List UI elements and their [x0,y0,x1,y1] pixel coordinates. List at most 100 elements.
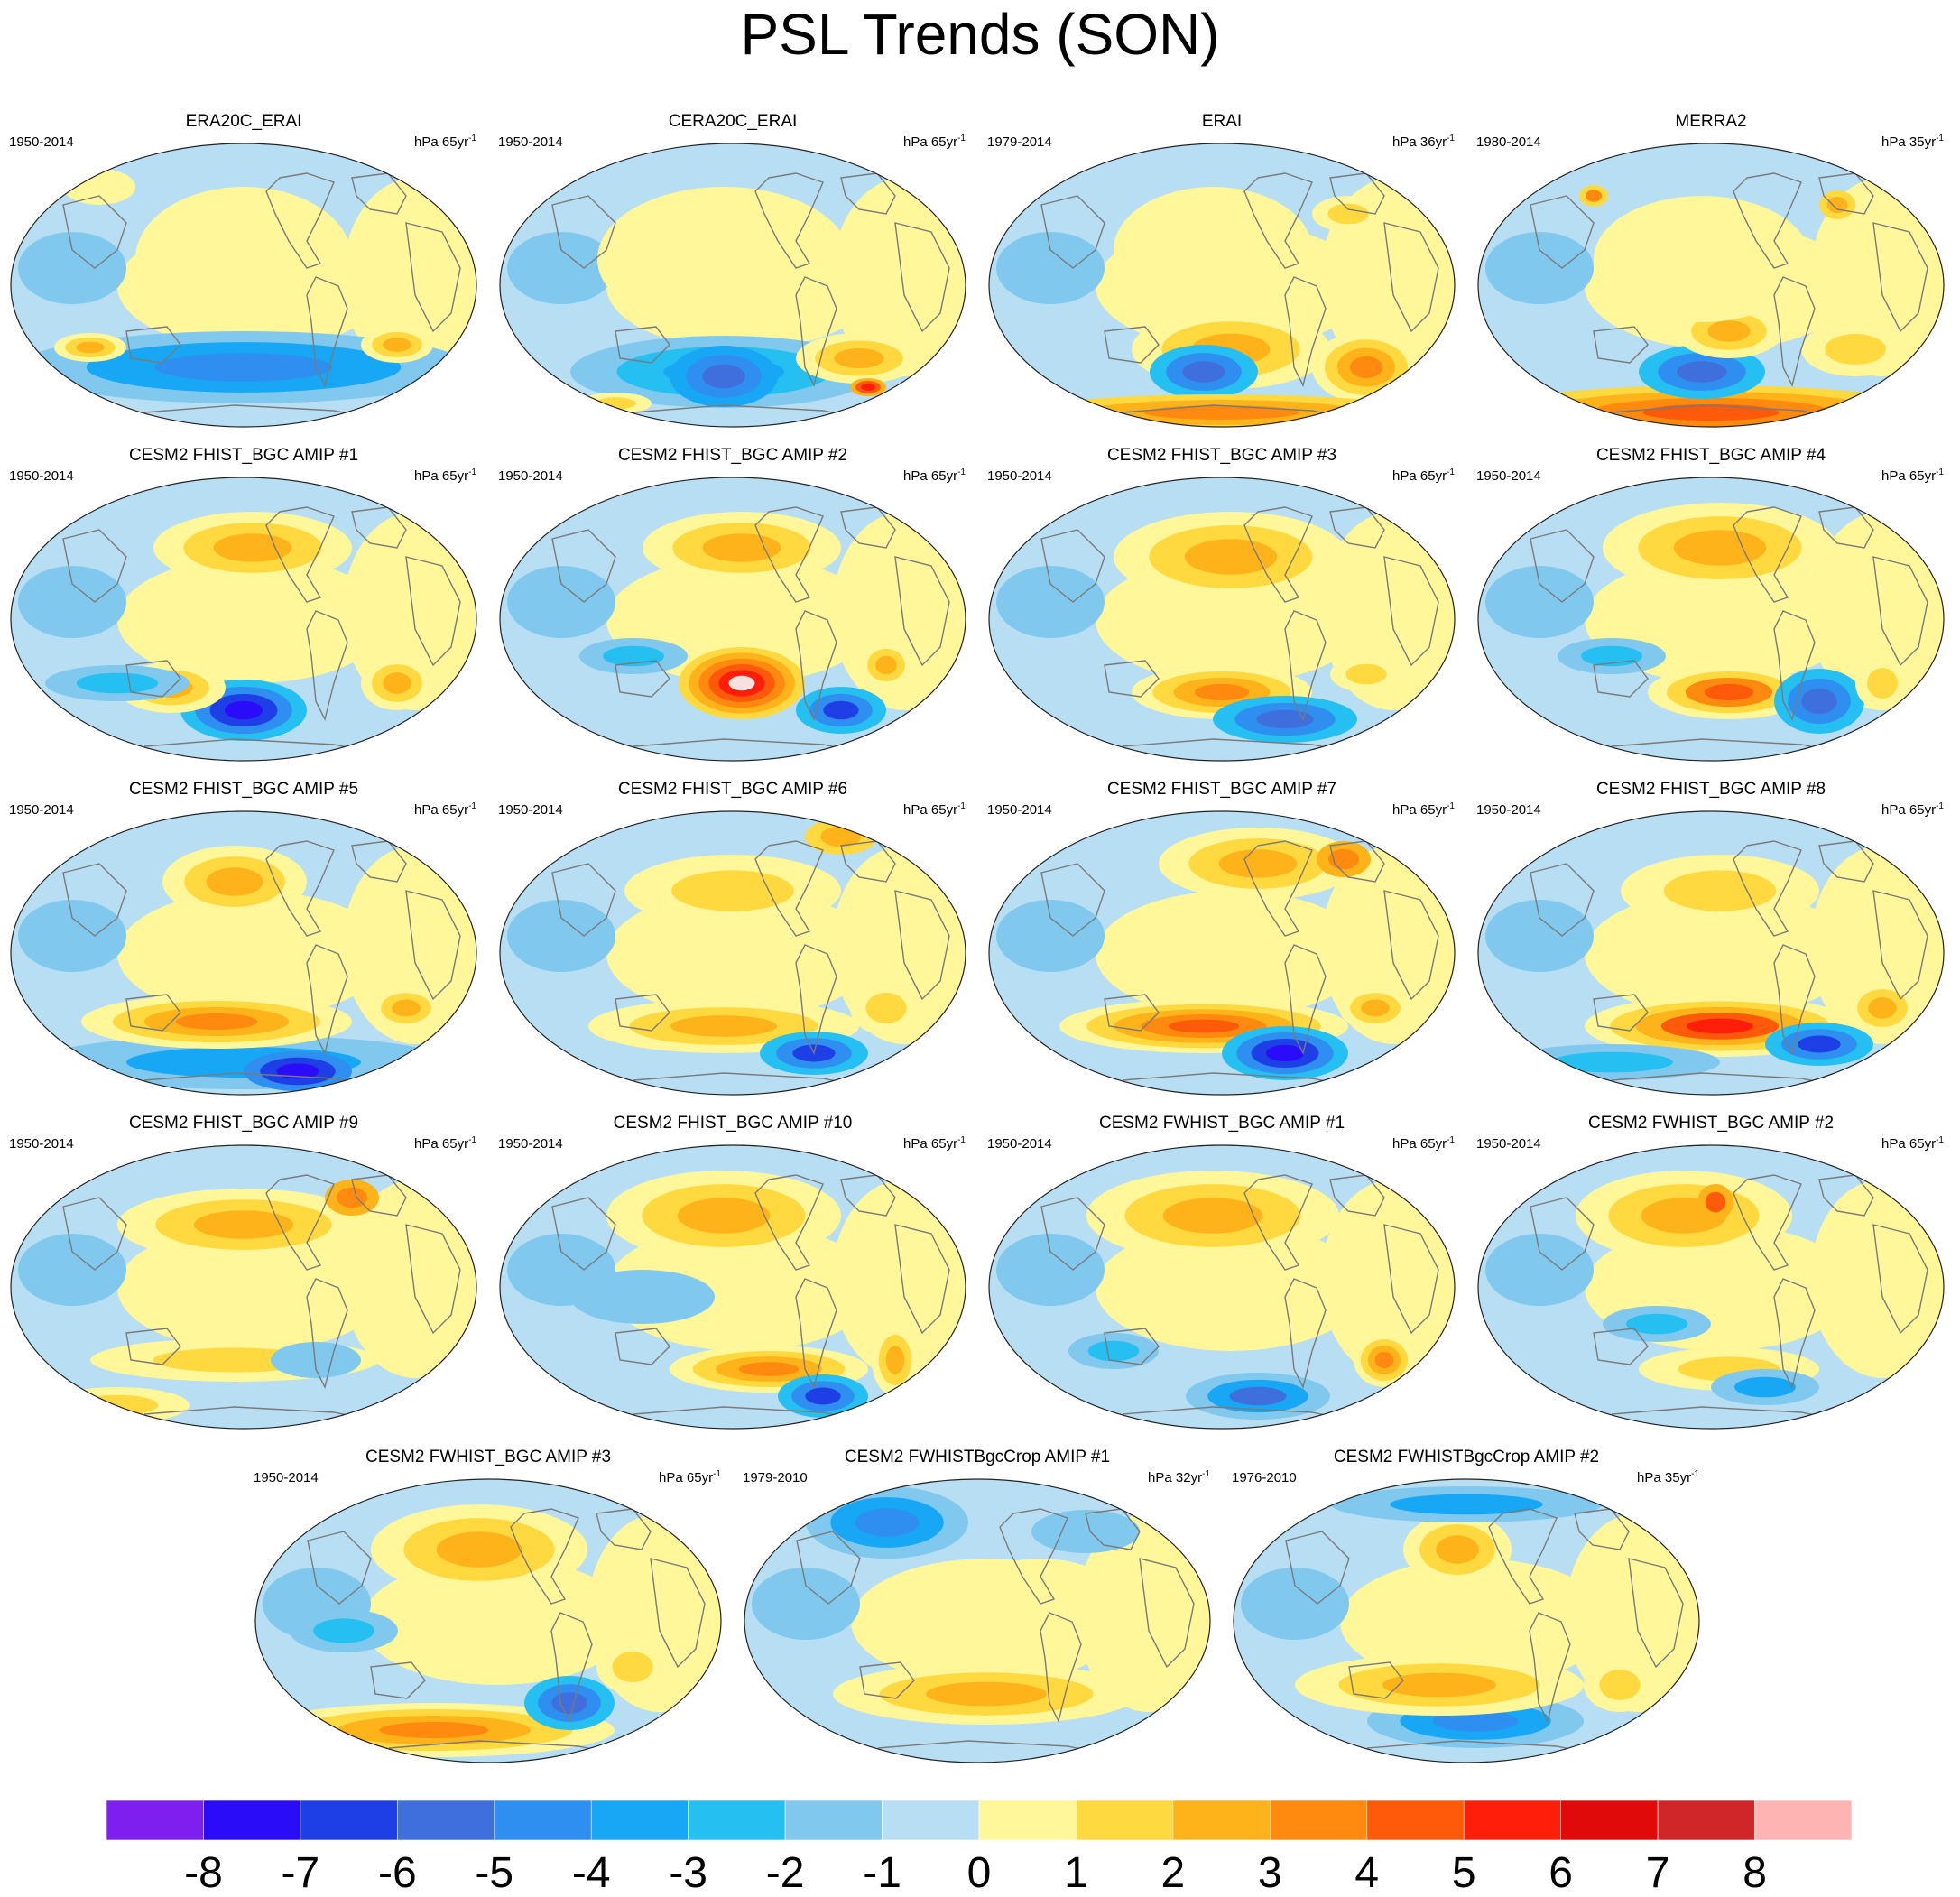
panel-units: hPa 65yr-1 [1392,1133,1455,1152]
panel-title: CESM2 FHIST_BGC AMIP #2 [617,446,848,465]
panel-years: 1950-2014 [498,134,563,150]
colorbar-swatch [590,1800,689,1841]
panel-units: hPa 65yr-1 [414,799,476,819]
map-panel: CESM2 FHIST_BGC AMIP #9 1950-2014 hPa 65yr… [0,1113,487,1438]
colorbar-tick-label: -4 [571,1849,611,1897]
panel-years: 1950-2014 [9,802,74,818]
map-panel: CESM2 FWHISTBgcCrop AMIP #1 1979-2010 hPa … [734,1447,1221,1772]
panel-title: CESM2 FHIST_BGC AMIP #6 [617,780,848,799]
panel-units-text: hPa 65yr [1881,1136,1937,1152]
map-panel: CESM2 FHIST_BGC AMIP #2 1950-2014 hPa 65yr… [489,445,976,770]
panel-units-exponent: -1 [957,801,966,811]
panel-units-exponent: -1 [1447,134,1455,143]
map-panel: CESM2 FHIST_BGC AMIP #6 1950-2014 hPa 65yr… [489,779,976,1104]
panel-units-exponent: -1 [468,801,476,811]
panel-years: 1950-2014 [1476,802,1541,818]
colorbar-swatch [1754,1800,1853,1841]
panel-units-text: hPa 65yr [1392,468,1447,484]
panel-units-exponent: -1 [957,1135,966,1145]
panel-units-exponent: -1 [468,1135,476,1145]
panel-units-text: hPa 65yr [1881,802,1937,818]
figure-title: PSL Trends (SON) [740,2,1220,67]
panel-years: 1976-2010 [1232,1470,1297,1485]
panel-title: CESM2 FWHISTBgcCrop AMIP #2 [1333,1448,1600,1467]
panel-units-exponent: -1 [1447,467,1455,477]
panel-title: CESM2 FHIST_BGC AMIP #5 [128,780,359,799]
colorbar-swatch [688,1800,786,1841]
panel-title: CESM2 FHIST_BGC AMIP #9 [128,1114,359,1133]
colorbar-tick-label: -5 [475,1849,514,1897]
trend-map [988,1144,1456,1430]
panel-years: 1950-2014 [987,802,1052,818]
panel-title: ERAI [1201,112,1243,131]
trend-map [1477,810,1945,1096]
map-panel: ERA20C_ERAI 1950-2014 hPa 65yr-1 [0,111,487,436]
panel-years: 1950-2014 [987,1136,1052,1152]
panel-units-text: hPa 65yr [903,468,958,484]
panel-years: 1950-2014 [254,1470,319,1485]
colorbar-tick-label: -7 [281,1849,320,1897]
colorbar-tick-label: 0 [966,1849,992,1897]
colorbar-tick-label: 3 [1257,1849,1282,1897]
panel-units-text: hPa 65yr [659,1470,714,1485]
colorbar-swatch [203,1800,301,1841]
colorbar-swatch [106,1800,204,1841]
map-panel: CESM2 FHIST_BGC AMIP #1 1950-2014 hPa 65yr… [0,445,487,770]
trend-map [254,1478,722,1763]
map-panel: CESM2 FHIST_BGC AMIP #3 1950-2014 hPa 65yr… [978,445,1465,770]
panel-units-text: hPa 65yr [414,134,469,150]
panel-units-exponent: -1 [1936,134,1944,143]
colorbar-swatch [784,1800,883,1841]
trend-map [988,143,1456,428]
panel-title: CESM2 FWHISTBgcCrop AMIP #1 [844,1448,1111,1467]
panel-title: CESM2 FWHIST_BGC AMIP #3 [365,1448,612,1467]
panel-years: 1950-2014 [1476,1136,1541,1152]
panel-units-text: hPa 65yr [903,1136,958,1152]
trend-map [499,810,966,1096]
trend-map [10,810,477,1096]
colorbar-swatch [1366,1800,1465,1841]
panel-units: hPa 65yr-1 [1392,465,1455,485]
colorbar-swatch [1076,1800,1174,1841]
map-panel: CESM2 FHIST_BGC AMIP #7 1950-2014 hPa 65yr… [978,779,1465,1104]
colorbar-swatch [1172,1800,1271,1841]
panel-units: hPa 65yr-1 [1881,1133,1944,1152]
panel-units-text: hPa 65yr [414,1136,469,1152]
trend-map [499,143,966,428]
panel-units-exponent: -1 [957,134,966,143]
panel-years: 1979-2010 [743,1470,808,1485]
panel-units-text: hPa 35yr [1881,134,1937,150]
panel-units-text: hPa 36yr [1392,134,1447,150]
panel-title: CESM2 FWHIST_BGC AMIP #2 [1587,1114,1835,1133]
map-panel: CESM2 FWHIST_BGC AMIP #2 1950-2014 hPa 65y… [1467,1113,1955,1438]
colorbar-swatch [1657,1800,1755,1841]
map-panel: MERRA2 1980-2014 hPa 35yr-1 [1467,111,1955,436]
panel-units-text: hPa 65yr [1881,468,1937,484]
colorbar-tick-label: 5 [1451,1849,1476,1897]
panel-years: 1950-2014 [9,1136,74,1152]
colorbar-swatch [1463,1800,1561,1841]
panel-units: hPa 65yr-1 [1392,799,1455,819]
panel-title: CESM2 FHIST_BGC AMIP #8 [1595,780,1826,799]
colorbar-tick-label: 2 [1160,1849,1186,1897]
colorbar-tick-label: 7 [1645,1849,1670,1897]
panel-units: hPa 65yr-1 [903,1133,966,1152]
panel-years: 1950-2014 [498,1136,563,1152]
trend-map [744,1478,1211,1763]
panel-units-exponent: -1 [468,467,476,477]
colorbar-swatch [882,1800,980,1841]
map-panel: CESM2 FWHIST_BGC AMIP #3 1950-2014 hPa 65y… [245,1447,732,1772]
panel-title: CESM2 FWHIST_BGC AMIP #1 [1098,1114,1345,1133]
map-panel: CESM2 FHIST_BGC AMIP #8 1950-2014 hPa 65yr… [1467,779,1955,1104]
panel-years: 1950-2014 [498,802,563,818]
trend-map [1233,1478,1700,1763]
panel-units: hPa 65yr-1 [1881,799,1944,819]
colorbar-swatch [494,1800,592,1841]
panel-units: hPa 65yr-1 [414,465,476,485]
panel-years: 1950-2014 [9,468,74,484]
panel-units: hPa 65yr-1 [659,1467,721,1486]
panel-units-text: hPa 32yr [1148,1470,1203,1485]
panel-title: MERRA2 [1675,112,1747,131]
panel-units: hPa 35yr-1 [1637,1467,1699,1486]
